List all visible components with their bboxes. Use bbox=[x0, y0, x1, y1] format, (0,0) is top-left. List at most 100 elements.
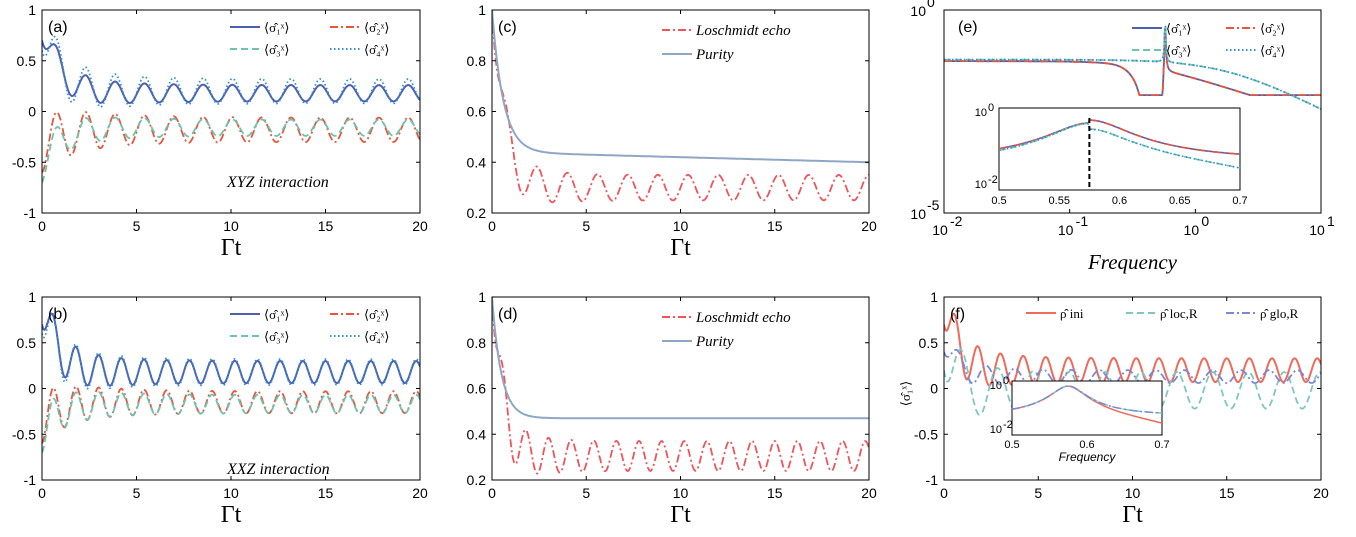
legend-entry: ⟨σ̂₂ˣ⟩ bbox=[1260, 21, 1285, 36]
series-line-1 bbox=[944, 312, 1321, 387]
legend-entry: ⟨σ̂₃ˣ⟩ bbox=[264, 329, 289, 344]
legend-entry: ⟨σ̂₁ˣ⟩ bbox=[264, 307, 289, 322]
x-axis-label: Frequency bbox=[1087, 250, 1178, 274]
series-group bbox=[492, 297, 869, 475]
plot-frame bbox=[491, 296, 870, 481]
y-tick-label: 1 bbox=[28, 289, 36, 305]
inset-y-tick-exponent: -2 bbox=[1003, 419, 1013, 431]
x-tick-label: 10 bbox=[223, 485, 239, 501]
panel-label: (b) bbox=[48, 306, 68, 323]
y-tick-exponent: -5 bbox=[927, 197, 940, 213]
chart-panel-f: 0 5 10 15 20 -1 -0.5 0 0.5 1 Γt (f) ⟨σ̂₁ˣ⟩ ρ̂ ini ρ̂ l… bbox=[898, 289, 1329, 528]
panel-label: (e) bbox=[958, 19, 978, 36]
legend-entry: ρ̂ glo,R bbox=[1260, 306, 1299, 321]
y-axis-label: ⟨σ̂₁ˣ⟩ bbox=[898, 381, 913, 406]
inset-y-tick-label: 10 bbox=[990, 380, 1002, 392]
y-tick-label: 0.4 bbox=[467, 426, 487, 442]
plot-frame bbox=[491, 9, 870, 214]
x-axis-label: Γt bbox=[221, 502, 242, 528]
series-line-3 bbox=[944, 25, 1321, 110]
y-tick-label: 0.2 bbox=[467, 472, 487, 488]
series-line-4 bbox=[42, 35, 420, 108]
x-tick-label: 15 bbox=[318, 485, 334, 501]
inset-y-tick-label: 10 bbox=[990, 424, 1002, 436]
inset-x-tick-label: 0.7 bbox=[1232, 195, 1247, 207]
series-group bbox=[42, 35, 420, 183]
panel-label: (a) bbox=[48, 19, 68, 36]
series-line-1 bbox=[492, 297, 869, 475]
series-line-4 bbox=[944, 25, 1321, 110]
x-tick-label: 10 bbox=[673, 218, 689, 234]
x-axis-label: Γt bbox=[670, 502, 691, 528]
inset-x-tick-label: 0.55 bbox=[1049, 195, 1070, 207]
inset-series-line bbox=[998, 122, 1241, 169]
y-tick-label: 0 bbox=[28, 104, 36, 120]
inset-frame bbox=[1011, 380, 1163, 436]
legend-entry: Loschmidt echo bbox=[695, 310, 791, 326]
legend-entry: ρ̂ loc,R bbox=[1160, 306, 1198, 321]
y-tick-label: 0.8 bbox=[467, 335, 487, 351]
legend-entry: ⟨σ̂₁ˣ⟩ bbox=[1166, 21, 1191, 36]
legend-entry: Purity bbox=[695, 334, 734, 350]
plot-frame bbox=[41, 296, 421, 481]
x-tick-label: 15 bbox=[1219, 485, 1235, 501]
series-line-1 bbox=[42, 312, 420, 387]
y-tick-label: 10 bbox=[910, 206, 926, 222]
series-line-3 bbox=[42, 116, 420, 183]
x-axis-label: Γt bbox=[1122, 502, 1143, 528]
x-tick-label: 15 bbox=[767, 485, 783, 501]
inset-x-tick-label: 0.6 bbox=[1112, 195, 1127, 207]
x-tick-label: 5 bbox=[582, 218, 590, 234]
x-tick-label: 20 bbox=[861, 218, 877, 234]
x-tick-label: 5 bbox=[133, 485, 141, 501]
x-tick-label: 0 bbox=[38, 485, 46, 501]
inset-series-line bbox=[1011, 385, 1163, 414]
y-tick-label: 0.5 bbox=[17, 53, 37, 69]
x-tick-label: 0 bbox=[940, 485, 948, 501]
series-line-3 bbox=[42, 391, 420, 453]
y-tick-label: 1 bbox=[478, 2, 486, 18]
x-tick-label: 5 bbox=[1034, 485, 1042, 501]
plot-frame bbox=[943, 9, 1322, 214]
x-tick-label: 10 bbox=[1184, 222, 1200, 238]
x-tick-exponent: 0 bbox=[1201, 213, 1209, 229]
legend-entry: ⟨σ̂₁ˣ⟩ bbox=[264, 20, 289, 35]
x-tick-label: 5 bbox=[582, 485, 590, 501]
inset-x-tick-label: 0.5 bbox=[1004, 439, 1019, 451]
y-tick-label: 0.5 bbox=[919, 335, 939, 351]
y-tick-label: 0.8 bbox=[467, 53, 487, 69]
y-tick-label: 0.6 bbox=[467, 104, 487, 120]
series-group bbox=[492, 10, 869, 204]
legend-entry: Purity bbox=[695, 47, 734, 63]
x-tick-exponent: -1 bbox=[1076, 213, 1089, 229]
series-group bbox=[42, 311, 420, 453]
interaction-annotation: XYZ interaction bbox=[226, 174, 329, 191]
y-tick-label: 1 bbox=[478, 289, 486, 305]
legend-entry: ⟨σ̂₄ˣ⟩ bbox=[1260, 43, 1285, 58]
y-tick-label: 0 bbox=[930, 381, 938, 397]
y-tick-label: -0.5 bbox=[914, 426, 938, 442]
x-tick-label: 10 bbox=[1309, 222, 1325, 238]
inset-x-axis-label: Frequency bbox=[1059, 450, 1117, 464]
y-tick-label: -0.5 bbox=[12, 154, 36, 170]
y-tick-label: -0.5 bbox=[12, 426, 36, 442]
y-tick-label: -1 bbox=[926, 472, 939, 488]
y-tick-label: 10 bbox=[910, 3, 926, 19]
x-tick-label: 20 bbox=[412, 485, 428, 501]
y-tick-label: 1 bbox=[930, 289, 938, 305]
y-tick-label: 0.5 bbox=[17, 335, 37, 351]
y-tick-label: 0.6 bbox=[467, 381, 487, 397]
series-line-3 bbox=[944, 348, 1321, 386]
series-line-1 bbox=[492, 10, 869, 204]
inset-series-line bbox=[998, 119, 1241, 155]
x-tick-label: 0 bbox=[488, 218, 496, 234]
x-tick-label: 0 bbox=[488, 485, 496, 501]
y-tick-label: 1 bbox=[28, 2, 36, 18]
inset-x-tick-label: 0.5 bbox=[991, 195, 1006, 207]
x-tick-label: 10 bbox=[223, 218, 239, 234]
legend-entry: ⟨σ̂₃ˣ⟩ bbox=[264, 42, 289, 57]
